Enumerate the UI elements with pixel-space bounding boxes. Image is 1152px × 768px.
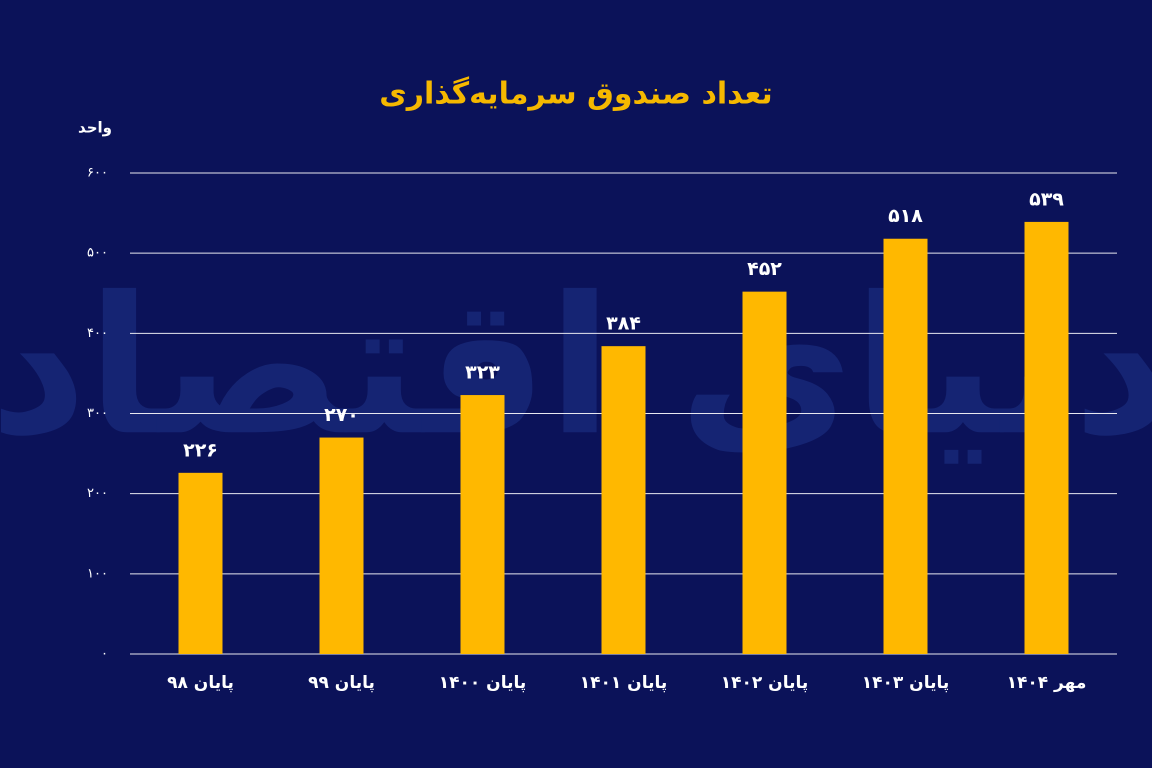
y-tick-label: ۲۰۰ <box>87 486 108 501</box>
watermark: دنیای اقتصاد <box>0 256 1152 477</box>
bar <box>742 291 787 654</box>
x-tick-label: پایان ۱۴۰۲ <box>721 673 808 693</box>
value-label: ۳۸۴ <box>606 313 641 335</box>
y-tick-label: ۱۰۰ <box>87 566 108 581</box>
x-tick-label: پایان ۹۹ <box>308 673 375 693</box>
y-tick-label: ۰ <box>101 647 108 662</box>
value-label: ۲۲۶ <box>183 439 218 461</box>
bar <box>460 395 505 654</box>
x-tick-label: پایان ۱۴۰۳ <box>862 673 949 693</box>
value-label: ۴۵۲ <box>747 258 782 280</box>
x-tick-label: مهر ۱۴۰۴ <box>1007 673 1087 693</box>
y-tick-label: ۳۰۰ <box>87 406 108 421</box>
bar <box>178 472 223 654</box>
value-label: ۲۷۰ <box>324 404 359 426</box>
x-tick-label: پایان ۱۴۰۰ <box>439 673 526 693</box>
bar <box>319 437 364 654</box>
bar <box>1024 221 1069 654</box>
y-tick-label: ۶۰۰ <box>87 166 108 181</box>
x-tick-label: پایان ۹۸ <box>167 673 234 693</box>
bar <box>883 238 928 654</box>
value-label: ۳۲۳ <box>465 362 500 384</box>
y-tick-label: ۴۰۰ <box>87 326 108 341</box>
y-axis-label: واحد <box>78 119 112 137</box>
y-tick-label: ۵۰۰ <box>87 246 108 261</box>
bar <box>601 346 646 654</box>
x-tick-label: پایان ۱۴۰۱ <box>580 673 667 693</box>
chart-title: تعداد صندوق سرمایه‌گذاری <box>379 76 772 112</box>
value-label: ۵۳۹ <box>1029 188 1064 210</box>
value-label: ۵۱۸ <box>888 205 923 227</box>
